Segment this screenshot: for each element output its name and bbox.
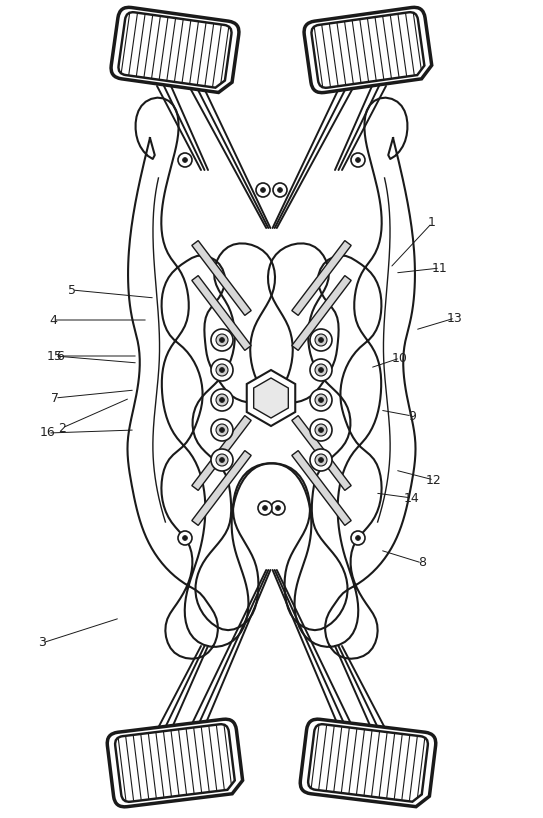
Circle shape xyxy=(315,364,327,376)
Circle shape xyxy=(319,428,324,433)
Polygon shape xyxy=(292,276,351,350)
Circle shape xyxy=(319,457,324,462)
Circle shape xyxy=(319,398,324,402)
Polygon shape xyxy=(193,97,415,658)
Circle shape xyxy=(182,158,187,163)
PathPatch shape xyxy=(304,7,432,92)
Circle shape xyxy=(356,536,361,541)
Polygon shape xyxy=(128,97,350,658)
Circle shape xyxy=(216,364,228,376)
Circle shape xyxy=(219,338,224,343)
Text: 16: 16 xyxy=(40,426,56,439)
Text: 11: 11 xyxy=(432,262,448,275)
Circle shape xyxy=(315,454,327,466)
Text: 14: 14 xyxy=(404,492,420,505)
PathPatch shape xyxy=(107,719,243,807)
Circle shape xyxy=(219,457,224,462)
Circle shape xyxy=(211,419,233,441)
Circle shape xyxy=(310,359,332,381)
Circle shape xyxy=(211,389,233,411)
Circle shape xyxy=(211,329,233,351)
Text: 3: 3 xyxy=(38,636,46,649)
Circle shape xyxy=(319,338,324,343)
Circle shape xyxy=(219,367,224,372)
PathPatch shape xyxy=(111,7,239,92)
Circle shape xyxy=(319,367,324,372)
Polygon shape xyxy=(192,416,251,491)
Circle shape xyxy=(256,183,270,197)
Text: 1: 1 xyxy=(428,217,436,230)
Text: 6: 6 xyxy=(56,349,64,362)
Circle shape xyxy=(351,153,365,167)
Polygon shape xyxy=(192,276,251,350)
Circle shape xyxy=(310,449,332,471)
Text: 7: 7 xyxy=(51,392,59,404)
Text: 10: 10 xyxy=(392,352,408,365)
Circle shape xyxy=(277,187,282,192)
Polygon shape xyxy=(192,240,251,316)
Circle shape xyxy=(310,329,332,351)
Circle shape xyxy=(178,531,192,545)
Circle shape xyxy=(258,501,272,515)
Circle shape xyxy=(351,531,365,545)
Text: 15: 15 xyxy=(47,349,63,362)
Circle shape xyxy=(219,398,224,402)
Circle shape xyxy=(310,389,332,411)
Text: 12: 12 xyxy=(426,474,442,487)
Circle shape xyxy=(216,334,228,346)
Polygon shape xyxy=(292,240,351,316)
Circle shape xyxy=(273,183,287,197)
Circle shape xyxy=(261,187,266,192)
Circle shape xyxy=(211,449,233,471)
PathPatch shape xyxy=(300,719,436,807)
Circle shape xyxy=(263,506,268,510)
Circle shape xyxy=(216,394,228,406)
Circle shape xyxy=(310,419,332,441)
Circle shape xyxy=(216,454,228,466)
Circle shape xyxy=(271,501,285,515)
Circle shape xyxy=(275,506,280,510)
Circle shape xyxy=(211,359,233,381)
Polygon shape xyxy=(292,416,351,491)
Circle shape xyxy=(356,158,361,163)
Text: 5: 5 xyxy=(68,284,76,296)
Circle shape xyxy=(178,153,192,167)
Polygon shape xyxy=(192,451,251,525)
Circle shape xyxy=(315,394,327,406)
Text: 8: 8 xyxy=(418,556,426,569)
Circle shape xyxy=(315,424,327,436)
Circle shape xyxy=(315,334,327,346)
Polygon shape xyxy=(292,451,351,525)
Circle shape xyxy=(216,424,228,436)
Text: 4: 4 xyxy=(49,313,57,326)
Text: 13: 13 xyxy=(447,312,463,325)
Circle shape xyxy=(182,536,187,541)
Text: 2: 2 xyxy=(58,421,66,434)
Text: 9: 9 xyxy=(408,410,416,423)
Circle shape xyxy=(219,428,224,433)
